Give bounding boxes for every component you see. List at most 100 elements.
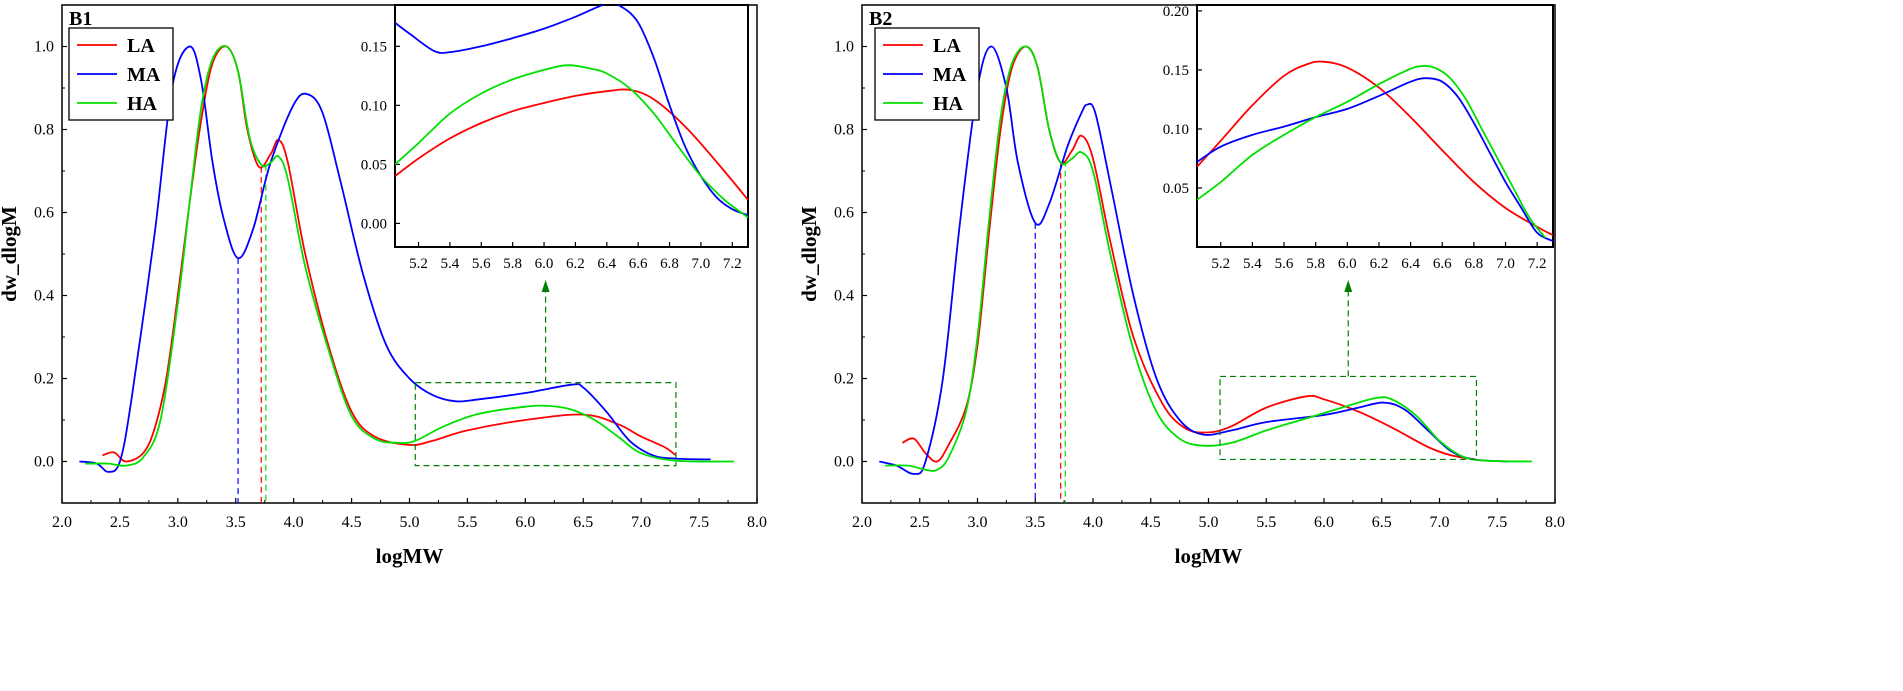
y-tick-label: 0.6 <box>34 205 54 222</box>
y-tick-label: 0.4 <box>834 288 854 305</box>
y-tick-label: 0.0 <box>34 454 54 471</box>
panel-label: B1 <box>69 8 92 30</box>
x-tick-label: 4.0 <box>284 514 304 531</box>
x-tick-label: 7.0 <box>631 514 651 531</box>
zoom-arrow-head <box>541 280 550 292</box>
x-tick-label: 7.5 <box>689 514 709 531</box>
inset-frame <box>394 4 749 248</box>
inset-x-tick-label: 6.0 <box>1338 256 1357 272</box>
y-tick-label: 1.0 <box>834 39 854 56</box>
inset-series-line-HA <box>395 64 748 219</box>
inset-x-tick-label: 5.2 <box>1211 256 1230 272</box>
inset-series-group <box>1197 60 1553 242</box>
inset-x-tick-label: 6.4 <box>597 256 616 272</box>
inset-x-tick-label: 6.6 <box>1433 256 1452 272</box>
y-tick-label: 0.8 <box>34 122 54 139</box>
y-tick-label: 1.0 <box>34 39 54 56</box>
inset-x-tick-label: 6.8 <box>1465 256 1484 272</box>
x-axis-title: logMW <box>376 544 444 568</box>
x-tick-label: 7.0 <box>1430 514 1450 531</box>
panel-B1: 2.0 2.5 3.0 3.5 4.0 4.5 5.0 5.5 6.0 6.5 7.0 7.5 8.0 0… <box>0 4 767 568</box>
x-tick-label: 2.5 <box>910 514 930 531</box>
inset-series-group <box>395 5 748 219</box>
inset-x-tick-label: 5.6 <box>1275 256 1294 272</box>
inset-x-tick-label: 6.6 <box>629 256 648 272</box>
x-tick-label: 6.5 <box>1372 514 1392 531</box>
y-tick-label: 0.4 <box>34 288 54 305</box>
legend-label-HA: HA <box>933 93 964 115</box>
inset-x-tick-label: 6.4 <box>1401 256 1420 272</box>
legend-label-MA: MA <box>933 64 967 86</box>
inset-y-tick-label: 0.05 <box>1163 181 1189 197</box>
series-line-MA <box>879 45 1509 475</box>
panel-B2: 2.0 2.5 3.0 3.5 4.0 4.5 5.0 5.5 6.0 6.5 7.0 7.5 8.0 0… <box>797 4 1565 568</box>
series-line-HA <box>885 45 1532 472</box>
inset-x-tick-label: 6.2 <box>1370 256 1389 272</box>
x-tick-label: 6.5 <box>573 514 593 531</box>
y-tick-label: 0.2 <box>34 371 54 388</box>
inset-y-tick-label: 0.15 <box>1163 63 1189 79</box>
inset-x-tick-label: 5.8 <box>503 256 522 272</box>
inset-x-tick-label: 5.8 <box>1306 256 1325 272</box>
x-tick-label: 2.0 <box>852 514 872 531</box>
inset-chart: 5.2 5.4 5.6 5.8 6.0 6.2 6.4 6.6 6.8 7.0 7.2 0.05 0.1… <box>1163 4 1554 272</box>
x-tick-label: 2.0 <box>52 514 72 531</box>
inset-x-tick-label: 5.4 <box>1243 256 1262 272</box>
y-tick-label: 0.0 <box>834 454 854 471</box>
inset-chart: 5.2 5.4 5.6 5.8 6.0 6.2 6.4 6.6 6.8 7.0 7.2 0.00 0.0… <box>361 4 749 272</box>
y-tick-label: 0.8 <box>834 122 854 139</box>
x-tick-label: 2.5 <box>110 514 130 531</box>
series-line-LA <box>102 45 677 463</box>
x-tick-label: 8.0 <box>747 514 767 531</box>
inset-series-line-LA <box>395 88 748 201</box>
zoom-box <box>414 382 677 467</box>
inset-x-tick-label: 7.0 <box>1496 256 1515 272</box>
x-tick-label: 8.0 <box>1545 514 1565 531</box>
x-tick-label: 6.0 <box>515 514 535 531</box>
y-tick-label: 0.6 <box>834 205 854 222</box>
x-tick-label: 3.0 <box>968 514 988 531</box>
x-tick-label: 4.5 <box>1141 514 1161 531</box>
zoom-arrow-head <box>1344 280 1353 292</box>
inset-series-line-HA <box>1197 65 1546 239</box>
inset-x-tick-label: 6.8 <box>660 256 679 272</box>
x-tick-label: 3.5 <box>1025 514 1045 531</box>
legend-label-MA: MA <box>127 64 161 86</box>
inset-x-tick-label: 7.0 <box>692 256 711 272</box>
x-tick-label: 4.0 <box>1083 514 1103 531</box>
inset-series-line-LA <box>1197 60 1553 236</box>
inset-x-tick-label: 7.2 <box>723 256 742 272</box>
series-line-HA <box>85 45 734 467</box>
inset-x-tick-label: 5.2 <box>409 256 428 272</box>
panel-label: B2 <box>869 8 892 30</box>
inset-frame <box>1196 4 1554 248</box>
inset-y-tick-label: 0.20 <box>1163 4 1189 20</box>
inset-y-tick-label: 0.00 <box>361 216 387 232</box>
legend-label-LA: LA <box>127 35 155 57</box>
legend-label-LA: LA <box>933 35 961 57</box>
x-tick-label: 7.5 <box>1487 514 1507 531</box>
inset-x-tick-label: 7.2 <box>1528 256 1547 272</box>
x-tick-label: 6.0 <box>1314 514 1334 531</box>
inset-x-tick-label: 5.6 <box>472 256 491 272</box>
inset-y-tick-label: 0.05 <box>361 157 387 173</box>
y-axis-title: dw_dlogM <box>0 206 21 302</box>
x-tick-label: 3.5 <box>226 514 246 531</box>
x-axis-title: logMW <box>1175 544 1243 568</box>
x-tick-label: 5.0 <box>1199 514 1219 531</box>
x-tick-label: 4.5 <box>342 514 362 531</box>
inset-series-line-MA <box>1197 77 1553 242</box>
x-tick-label: 3.0 <box>168 514 188 531</box>
y-axis-title: dw_dlogM <box>797 206 821 302</box>
legend-label-HA: HA <box>127 93 158 115</box>
inset-y-tick-label: 0.10 <box>361 98 387 114</box>
x-tick-label: 5.0 <box>400 514 420 531</box>
inset-x-tick-label: 6.0 <box>535 256 554 272</box>
inset-x-tick-label: 6.2 <box>566 256 585 272</box>
inset-y-tick-label: 0.10 <box>1163 122 1189 138</box>
x-tick-label: 5.5 <box>1256 514 1276 531</box>
inset-y-tick-label: 0.15 <box>361 39 387 55</box>
y-tick-label: 0.2 <box>834 371 854 388</box>
inset-x-tick-label: 5.4 <box>441 256 460 272</box>
